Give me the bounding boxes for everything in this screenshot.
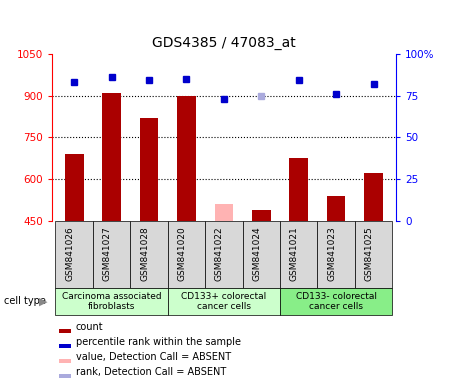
Bar xyxy=(205,221,243,288)
Text: GSM841028: GSM841028 xyxy=(140,226,149,281)
Text: GSM841020: GSM841020 xyxy=(177,226,186,281)
Text: GSM841024: GSM841024 xyxy=(252,226,261,281)
Bar xyxy=(58,374,71,378)
Bar xyxy=(280,221,317,288)
Bar xyxy=(317,221,355,288)
Bar xyxy=(252,210,270,221)
Bar xyxy=(93,221,130,288)
Bar xyxy=(58,329,71,333)
Bar xyxy=(65,154,84,221)
Title: GDS4385 / 47083_at: GDS4385 / 47083_at xyxy=(152,36,296,50)
Text: GSM841023: GSM841023 xyxy=(327,226,336,281)
Bar xyxy=(289,158,308,221)
Bar xyxy=(58,344,71,348)
Text: GSM841027: GSM841027 xyxy=(103,226,112,281)
Text: GSM841026: GSM841026 xyxy=(65,226,74,281)
Bar xyxy=(215,204,233,221)
Text: CD133+ colorectal
cancer cells: CD133+ colorectal cancer cells xyxy=(181,292,266,311)
Text: count: count xyxy=(76,322,104,332)
Bar xyxy=(280,288,392,315)
Bar xyxy=(364,174,383,221)
Bar xyxy=(355,221,392,288)
Bar xyxy=(168,221,205,288)
Bar xyxy=(327,196,346,221)
Text: rank, Detection Call = ABSENT: rank, Detection Call = ABSENT xyxy=(76,367,226,377)
Bar xyxy=(243,221,280,288)
Bar xyxy=(177,96,196,221)
Text: GSM841022: GSM841022 xyxy=(215,226,224,281)
Bar xyxy=(130,221,168,288)
Text: GSM841021: GSM841021 xyxy=(290,226,299,281)
Bar xyxy=(168,288,280,315)
Bar xyxy=(102,93,121,221)
Text: value, Detection Call = ABSENT: value, Detection Call = ABSENT xyxy=(76,352,231,362)
Text: GSM841025: GSM841025 xyxy=(364,226,373,281)
Text: Carcinoma associated
fibroblasts: Carcinoma associated fibroblasts xyxy=(62,292,162,311)
Bar xyxy=(55,288,168,315)
Text: ▶: ▶ xyxy=(39,296,47,306)
Bar xyxy=(140,118,158,221)
Text: cell type: cell type xyxy=(4,296,46,306)
Bar xyxy=(58,359,71,363)
Text: CD133- colorectal
cancer cells: CD133- colorectal cancer cells xyxy=(296,292,377,311)
Text: percentile rank within the sample: percentile rank within the sample xyxy=(76,337,241,347)
Bar xyxy=(55,221,93,288)
